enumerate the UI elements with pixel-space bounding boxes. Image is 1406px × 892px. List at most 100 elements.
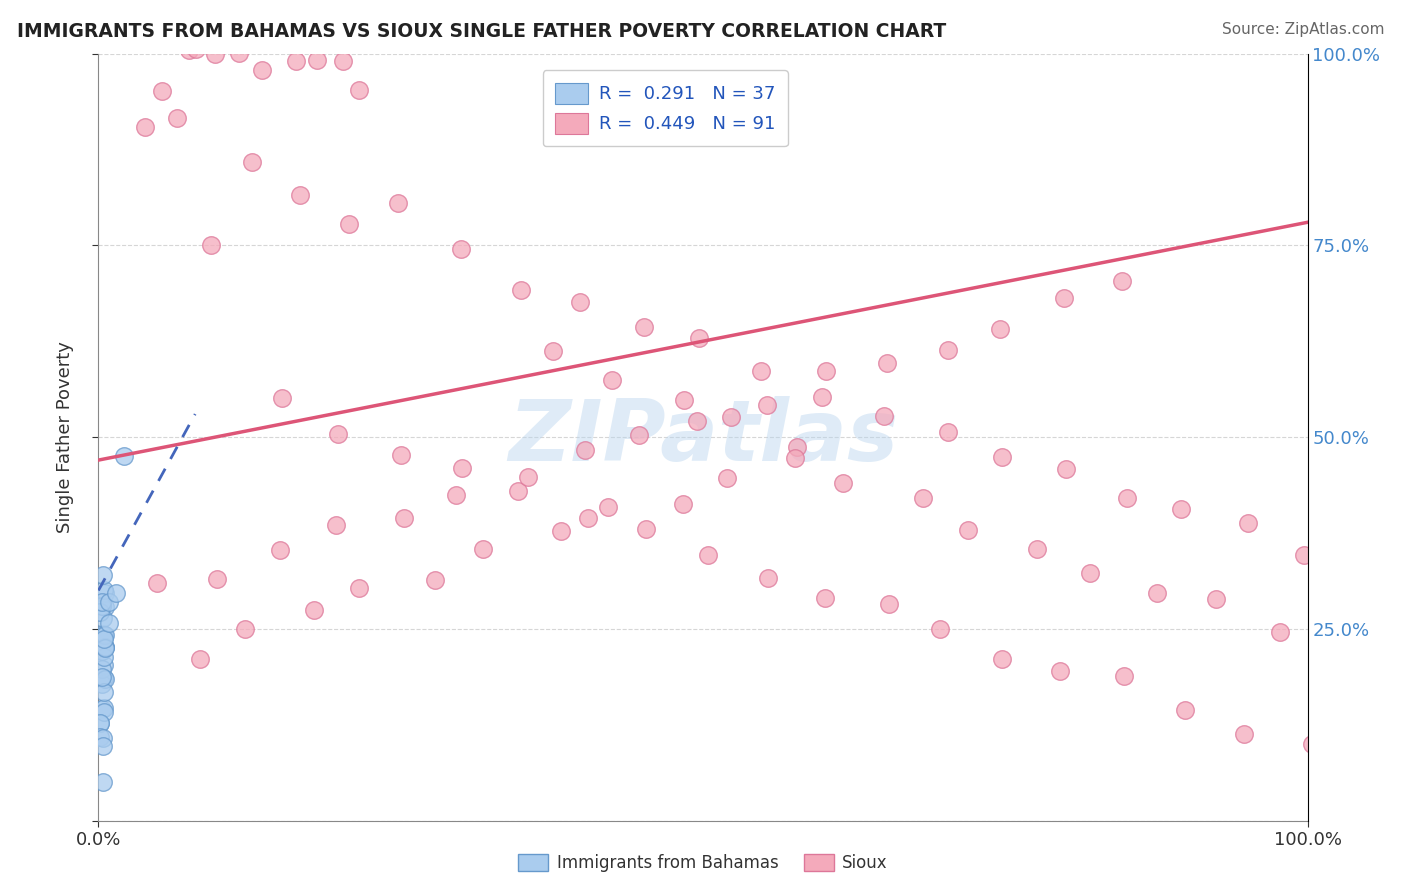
Point	[188, 652, 211, 666]
Point	[228, 46, 250, 61]
Point	[93, 731, 115, 746]
Point	[756, 398, 779, 412]
Point	[89, 716, 111, 731]
Point	[233, 622, 256, 636]
Point	[93, 658, 115, 673]
Point	[91, 644, 114, 658]
Point	[347, 83, 370, 97]
Point	[337, 217, 360, 231]
Point	[1233, 727, 1256, 741]
Point	[686, 414, 709, 428]
Point	[240, 155, 263, 169]
Point	[204, 46, 226, 61]
Point	[285, 54, 308, 68]
Point	[720, 409, 742, 424]
Legend: Immigrants from Bahamas, Sioux: Immigrants from Bahamas, Sioux	[512, 847, 894, 879]
Point	[832, 475, 855, 490]
Point	[302, 603, 325, 617]
Point	[814, 591, 837, 605]
Point	[134, 120, 156, 134]
Point	[600, 373, 623, 387]
Point	[1270, 624, 1292, 639]
Point	[1026, 541, 1049, 556]
Point	[811, 390, 834, 404]
Point	[550, 524, 572, 538]
Point	[94, 640, 117, 654]
Point	[1237, 516, 1260, 530]
Point	[990, 652, 1012, 666]
Point	[91, 661, 114, 675]
Point	[93, 701, 115, 715]
Point	[91, 702, 114, 716]
Point	[150, 84, 173, 98]
Point	[876, 356, 898, 370]
Point	[94, 640, 117, 655]
Point	[288, 188, 311, 202]
Point	[627, 428, 650, 442]
Point	[91, 627, 114, 641]
Point	[957, 524, 980, 538]
Point	[93, 705, 115, 719]
Point	[697, 548, 720, 562]
Point	[688, 331, 710, 345]
Point	[91, 610, 114, 624]
Point	[93, 685, 115, 699]
Point	[307, 53, 329, 67]
Point	[1111, 274, 1133, 288]
Point	[990, 450, 1012, 465]
Point	[269, 542, 291, 557]
Point	[879, 597, 901, 611]
Point	[200, 238, 222, 252]
Point	[673, 392, 696, 407]
Point	[146, 576, 169, 591]
Point	[1054, 462, 1077, 476]
Point	[936, 343, 959, 357]
Point	[89, 730, 111, 744]
Point	[91, 774, 114, 789]
Point	[94, 672, 117, 686]
Point	[93, 671, 115, 685]
Point	[90, 595, 112, 609]
Point	[749, 364, 772, 378]
Point	[389, 448, 412, 462]
Point	[633, 320, 655, 334]
Point	[423, 573, 446, 587]
Point	[756, 572, 779, 586]
Point	[112, 450, 135, 464]
Point	[786, 440, 808, 454]
Point	[1053, 291, 1076, 305]
Point	[785, 451, 807, 466]
Point	[1146, 586, 1168, 600]
Point	[1116, 491, 1139, 505]
Point	[93, 586, 115, 600]
Point	[506, 484, 529, 499]
Text: Source: ZipAtlas.com: Source: ZipAtlas.com	[1222, 22, 1385, 37]
Point	[91, 677, 114, 691]
Point	[91, 599, 114, 613]
Point	[186, 42, 208, 56]
Point	[509, 283, 531, 297]
Legend: R =  0.291   N = 37, R =  0.449   N = 91: R = 0.291 N = 37, R = 0.449 N = 91	[543, 70, 787, 146]
Point	[634, 522, 657, 536]
Point	[91, 568, 114, 582]
Point	[94, 628, 117, 642]
Point	[93, 628, 115, 642]
Point	[576, 510, 599, 524]
Point	[472, 542, 495, 557]
Text: ZIPatlas: ZIPatlas	[508, 395, 898, 479]
Point	[911, 491, 934, 506]
Point	[716, 471, 738, 485]
Point	[936, 425, 959, 440]
Point	[815, 363, 838, 377]
Point	[93, 582, 115, 597]
Point	[177, 43, 200, 57]
Point	[205, 572, 228, 586]
Point	[516, 470, 538, 484]
Point	[672, 497, 695, 511]
Point	[166, 111, 188, 125]
Point	[93, 649, 115, 664]
Point	[450, 461, 472, 475]
Point	[1301, 737, 1323, 751]
Y-axis label: Single Father Poverty: Single Father Poverty	[56, 341, 75, 533]
Point	[89, 715, 111, 730]
